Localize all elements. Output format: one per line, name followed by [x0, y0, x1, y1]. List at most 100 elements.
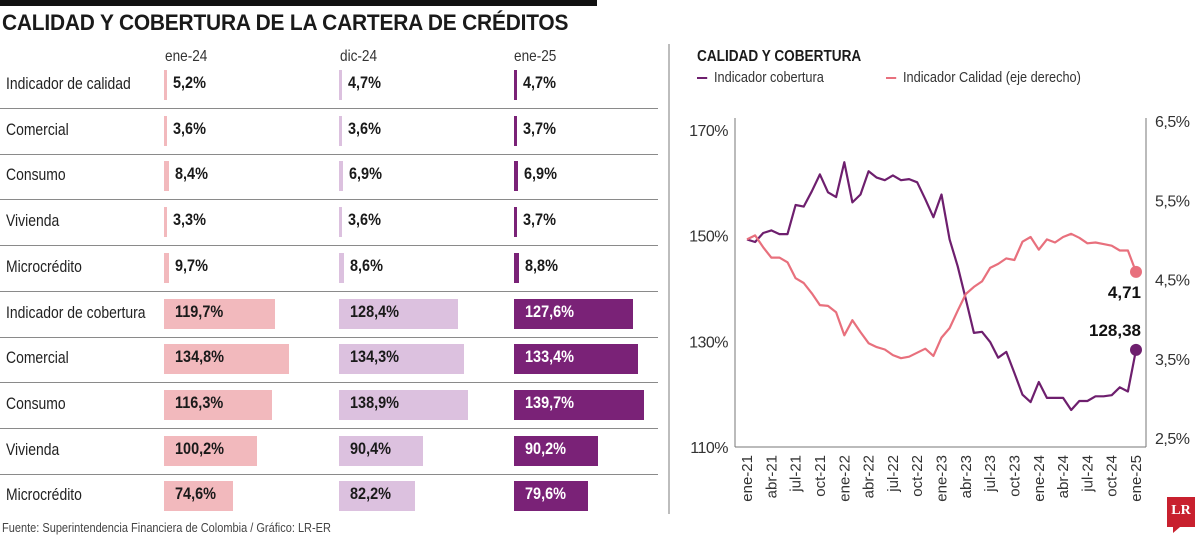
value-bar: [339, 70, 342, 100]
y-left-tick-label: 150%: [689, 229, 728, 246]
row-label: Consumo: [6, 165, 66, 185]
table-row: Comercial 134,8% 134,3% 133,4%: [0, 336, 658, 384]
value-bar: [514, 115, 517, 146]
cell-value: 90,2%: [525, 438, 566, 458]
x-tick-label: oct-21: [812, 455, 829, 497]
table-row: Consumo 116,3% 138,9% 139,7%: [0, 382, 658, 429]
cell-value: 100,2%: [175, 438, 225, 458]
column-header-ene-24: ene-24: [165, 48, 208, 65]
cell-value: 82,2%: [350, 484, 391, 504]
value-bar: [339, 298, 459, 329]
cell-value: 116,3%: [175, 392, 224, 412]
series-line-cobertura: [746, 161, 1138, 412]
cell-value: 79,6%: [525, 484, 566, 504]
cell-value: 3,6%: [348, 118, 381, 138]
end-point-marker: [1130, 343, 1142, 356]
value-bar: [339, 481, 416, 512]
value-bar: [514, 481, 589, 512]
value-bar: [514, 252, 519, 283]
value-bar: [514, 435, 598, 466]
table-row: Consumo 8,4% 6,9% 6,9%: [0, 153, 658, 201]
value-bar: [514, 70, 517, 100]
value-bar: [164, 344, 290, 375]
cell-value: 139,7%: [525, 392, 575, 412]
cell-value: 8,4%: [174, 164, 208, 184]
x-tick-label: ene-24: [1031, 455, 1048, 502]
value-bar: [164, 207, 167, 238]
x-tick-label: abr-23: [958, 455, 975, 498]
x-tick-label: abr-22: [861, 455, 878, 498]
legend-item-cobertura: Indicador cobertura: [697, 69, 824, 86]
column-header-ene-25: ene-25: [514, 48, 557, 65]
x-tick-label: oct-22: [909, 455, 926, 497]
end-value-label: 4,71: [1108, 283, 1141, 302]
cell-value: 5,2%: [173, 73, 206, 92]
cell-value: 4,7%: [348, 73, 381, 92]
cell-value: 127,6%: [525, 301, 575, 321]
x-tick-label: abr-21: [763, 455, 780, 498]
legend-item-calidad: Indicador Calidad (eje derecho): [886, 69, 1081, 86]
y-left-tick-label: 110%: [690, 440, 728, 457]
cell-value: 90,4%: [350, 438, 391, 458]
x-tick-label: jul-23: [982, 455, 999, 493]
value-bar: [514, 161, 518, 192]
end-value-label: 128,38: [1089, 321, 1141, 340]
value-bar: [164, 252, 170, 283]
value-bar: [164, 161, 169, 192]
cell-value: 138,9%: [350, 392, 400, 412]
legend-label-cobertura: Indicador cobertura: [714, 69, 824, 86]
row-label: Vivienda: [6, 439, 60, 459]
column-header-dic-24: dic-24: [340, 48, 378, 65]
row-label: Microcrédito: [6, 256, 82, 276]
row-label: Microcrédito: [6, 485, 82, 505]
cell-value: 6,9%: [348, 164, 382, 184]
value-bar: [164, 389, 273, 420]
top-rule: [0, 0, 597, 6]
cell-value: 8,6%: [349, 255, 383, 275]
value-bar: [339, 252, 344, 283]
x-tick-label: jul-21: [788, 455, 805, 493]
cell-value: 119,7%: [175, 301, 224, 321]
value-bar: [164, 435, 258, 466]
value-bar: [339, 207, 342, 238]
x-tick-label: abr-24: [1055, 455, 1072, 498]
value-bar: [339, 344, 464, 375]
cell-value: 3,3%: [173, 210, 206, 230]
row-label: Indicador de calidad: [6, 74, 131, 93]
cell-value: 4,7%: [523, 73, 556, 92]
x-tick-label: ene-22: [836, 455, 853, 502]
x-tick-label: oct-23: [1006, 455, 1023, 497]
row-label: Comercial: [6, 348, 69, 368]
legend-label-calidad: Indicador Calidad (eje derecho): [903, 69, 1081, 86]
legend-swatch-cobertura: [697, 77, 708, 80]
cell-value: 3,7%: [523, 210, 556, 230]
row-label: Indicador de cobertura: [6, 302, 146, 322]
x-tick-label: jul-24: [1079, 455, 1096, 493]
y-right-tick-label: 2,5%: [1155, 431, 1190, 448]
legend-swatch-calidad: [886, 77, 897, 80]
cell-value: 3,6%: [173, 118, 206, 138]
table-row: Microcrédito 9,7% 8,6% 8,8%: [0, 245, 658, 292]
y-right-tick-label: 3,5%: [1155, 352, 1190, 369]
page-title: CALIDAD Y COBERTURA DE LA CARTERA DE CRÉ…: [2, 10, 569, 35]
table-row: Vivienda 100,2% 90,4% 90,2%: [0, 428, 658, 475]
value-bar: [339, 115, 342, 146]
cell-value: 134,8%: [175, 347, 225, 367]
row-label: Comercial: [6, 119, 69, 139]
x-tick-label: oct-24: [1104, 455, 1121, 497]
y-left-tick-label: 130%: [689, 334, 728, 351]
value-bar: [339, 161, 343, 192]
y-right-tick-label: 5,5%: [1155, 193, 1190, 210]
lr-logo: LR: [1167, 497, 1195, 533]
cell-value: 9,7%: [175, 255, 209, 275]
x-tick-label: ene-21: [739, 455, 756, 502]
value-bar: [164, 298, 276, 329]
value-bar: [514, 389, 644, 420]
cell-value: 133,4%: [525, 347, 575, 367]
value-bar: [514, 207, 517, 238]
x-tick-label: ene-25: [1128, 455, 1145, 502]
value-bar: [339, 389, 469, 420]
chart-title: CALIDAD Y COBERTURA: [697, 48, 862, 65]
value-bar: [514, 298, 633, 329]
